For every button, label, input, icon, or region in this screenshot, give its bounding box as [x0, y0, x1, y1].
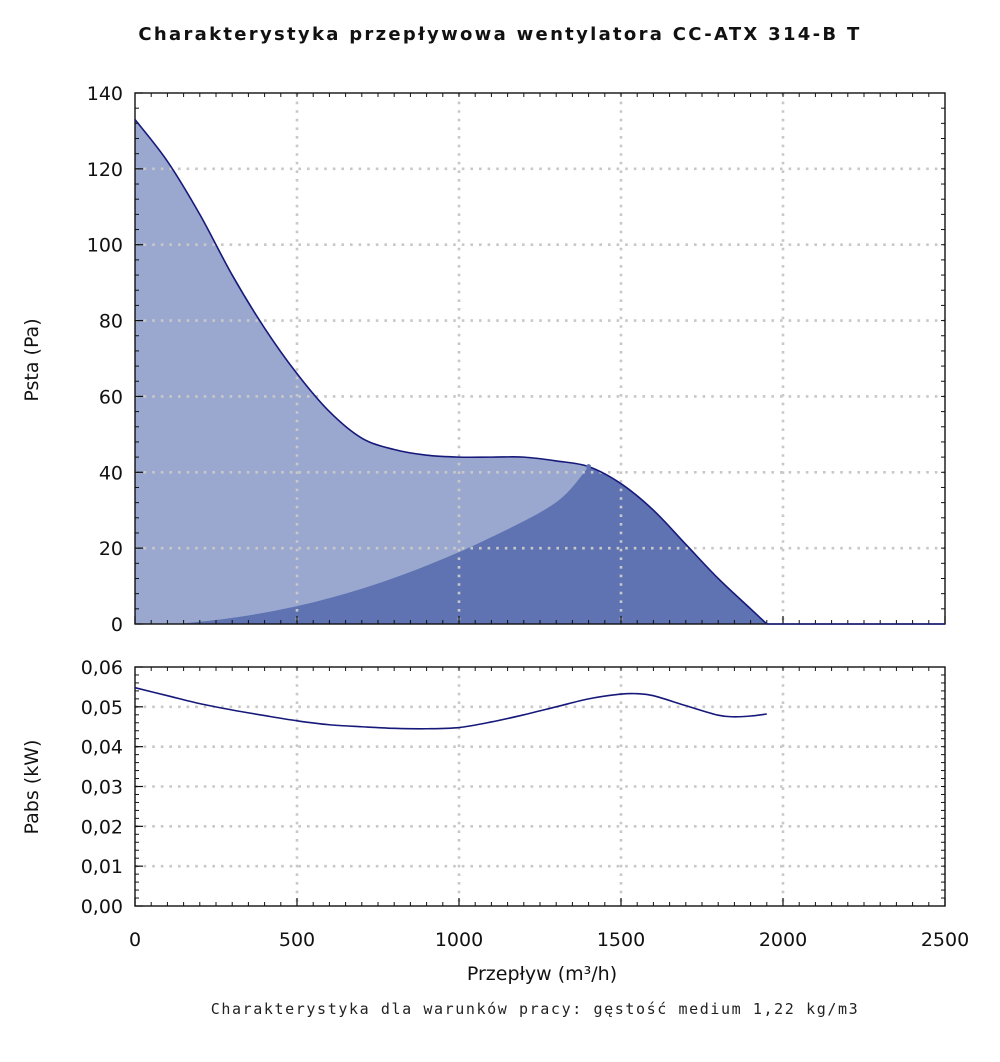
- top-y-tick-label: 0: [111, 614, 123, 636]
- bottom-x-tick-label: 1000: [435, 929, 483, 951]
- top-y-tick-label: 40: [99, 462, 123, 484]
- operating-area: [177, 466, 767, 624]
- top-plot-frame: [134, 92, 946, 625]
- top-y-tick-label: 20: [99, 538, 123, 560]
- bottom-y-tick-label: 0,04: [81, 737, 123, 759]
- bottom-y-tick-label: 0,05: [81, 697, 123, 719]
- bottom-x-tick-label: 2500: [921, 929, 969, 951]
- pressure-curve: [134, 119, 768, 625]
- bottom-y-tick-label: 0,03: [81, 777, 123, 799]
- top-y-axis-title: Psta (Pa): [21, 318, 43, 401]
- bottom-y-axis-title: Pabs (kW): [21, 740, 43, 835]
- x-axis-title: Przepływ (m³/h): [467, 963, 617, 985]
- power-plot: 0 500 1000 1500 2000 2500 0,00 0,01 0,02 0,03 0,04…: [81, 657, 969, 951]
- power-curve: [134, 686, 767, 730]
- bottom-y-tick-label: 0,02: [81, 816, 123, 838]
- top-y-tick-label: 60: [99, 386, 123, 408]
- top-y-tick-label: 100: [87, 235, 123, 257]
- top-y-tick-label: 140: [87, 83, 123, 105]
- bottom-x-tick-label: 500: [279, 929, 315, 951]
- bottom-x-tick-label: 2000: [759, 929, 807, 951]
- top-y-tick-label: 120: [87, 159, 123, 181]
- bottom-x-tick-label: 1500: [597, 929, 645, 951]
- bottom-y-tick-label: 0,00: [81, 896, 123, 918]
- pressure-plot: 0 20 40 60 80 100 120 140: [87, 83, 946, 636]
- chart-title: Charakterystyka przepływowa wentylatora …: [138, 24, 862, 45]
- bottom-y-tick-label: 0,06: [81, 657, 123, 679]
- operating-point: [586, 464, 592, 470]
- footnote: Charakterystyka dla warunków pracy: gęst…: [210, 1000, 860, 1018]
- bottom-plot-frame: [134, 666, 946, 907]
- bottom-y-tick-label: 0,01: [81, 856, 123, 878]
- bottom-x-tick-label: 0: [129, 929, 141, 951]
- top-y-tick-label: 80: [99, 311, 123, 333]
